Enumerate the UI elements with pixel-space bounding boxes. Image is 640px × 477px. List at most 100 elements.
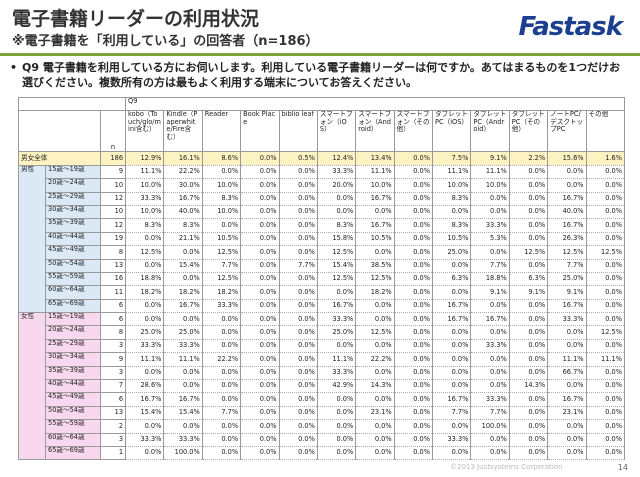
cell: 0.0% <box>240 231 280 247</box>
cell: 25.0% <box>163 325 203 340</box>
copyright: ©2013 Justsystems Corporation <box>450 463 563 471</box>
n-label: n <box>99 110 127 153</box>
cell: 0.0% <box>432 338 472 354</box>
cell: 0.0% <box>316 405 357 421</box>
cell: 16.7% <box>470 312 510 327</box>
cell: 0.0% <box>278 191 318 206</box>
cell: 0.0% <box>240 445 280 461</box>
row-label: 男女全体 <box>18 151 101 166</box>
age-label: 65歳〜69歳 <box>45 445 101 461</box>
n-cell: 3 <box>99 432 127 447</box>
cell: 0.0% <box>125 419 165 434</box>
data-row: 20歳〜24歳 8 25.0% 25.0% 0.0% 0.0% 0.0% 25.0% 12.5%… <box>19 325 626 340</box>
cell: 28.6% <box>125 379 165 394</box>
cell: 33.3% <box>316 164 357 180</box>
cell: 16.7% <box>163 191 203 206</box>
header-blank <box>17 96 127 112</box>
cell: 0.0% <box>240 178 280 193</box>
cell: 0.0% <box>393 258 434 273</box>
cell: 0.0% <box>240 365 280 381</box>
cell: 0.0% <box>355 245 395 260</box>
cell: 0.0% <box>278 218 318 233</box>
cell: 0.0% <box>278 392 318 407</box>
cell: 25.0% <box>432 245 472 260</box>
cell: 0.0% <box>201 445 242 461</box>
cell: 7.7% <box>278 258 318 273</box>
cell: 8.3% <box>201 191 242 206</box>
cell: 0.0% <box>585 405 626 421</box>
data-row: 60歳〜64歳 3 33.3% 33.3% 0.0% 0.0% 0.0% 0.0% 0.0% 0.… <box>19 432 626 447</box>
cell: 0.0% <box>547 178 587 193</box>
cell: 8.3% <box>125 218 165 233</box>
cell: 0.0% <box>278 419 318 434</box>
cell: 0.0% <box>355 445 395 461</box>
n-cell: 10 <box>99 204 127 220</box>
cell: 0.0% <box>585 271 626 287</box>
cell: 30.0% <box>163 178 203 193</box>
n-cell: 2 <box>99 419 127 434</box>
cell: 22.2% <box>355 352 395 367</box>
cell: 7.5% <box>432 151 472 166</box>
cell: 0.0% <box>393 231 434 247</box>
cell: 16.7% <box>547 218 587 233</box>
cell: 66.7% <box>547 365 587 381</box>
cell: 0.0% <box>201 379 242 394</box>
cell: 0.0% <box>393 379 434 394</box>
cell: 23.1% <box>547 405 587 421</box>
cell: 0.0% <box>278 298 318 314</box>
cell: 0.0% <box>355 204 395 220</box>
cell: 0.0% <box>585 312 626 327</box>
cell: 0.0% <box>278 325 318 340</box>
cell: 0.0% <box>508 231 549 247</box>
n-cell: 7 <box>99 379 127 394</box>
cell: 0.0% <box>163 312 203 327</box>
cell: 12.5% <box>201 245 242 260</box>
cell: 11.1% <box>432 164 472 180</box>
cell: 0.0% <box>240 325 280 340</box>
age-label: 35歳〜39歳 <box>45 218 101 233</box>
cell: 0.0% <box>316 432 357 447</box>
cell: 0.0% <box>316 191 357 206</box>
cell: 0.0% <box>393 432 434 447</box>
cell: 0.0% <box>240 432 280 447</box>
data-row: 50歳〜54歳 13 0.0% 15.4% 7.7% 0.0% 7.7% 15.4% 38.5%… <box>19 258 626 273</box>
cell: 16.7% <box>163 298 203 314</box>
cell: 16.1% <box>163 151 203 166</box>
cell: 0.0% <box>278 365 318 381</box>
cell: 11.1% <box>125 164 165 180</box>
cell: 0.0% <box>432 258 472 273</box>
cell: 0.0% <box>470 379 510 394</box>
column-header: その他 <box>585 110 626 153</box>
n-cell: 9 <box>99 164 127 180</box>
cell: 0.0% <box>393 271 434 287</box>
cell: 7.7% <box>470 405 510 421</box>
cell: 0.0% <box>393 298 434 314</box>
cell: 16.7% <box>355 218 395 233</box>
column-header: タブレットPC（iOS） <box>432 110 472 153</box>
data-row: 35歳〜39歳 12 8.3% 8.3% 0.0% 0.0% 0.0% 8.3% 16.7% 0.… <box>19 218 626 233</box>
column-header: スマートフォン（iOS） <box>316 110 357 153</box>
cell: 0.0% <box>393 245 434 260</box>
cell: 0.5% <box>278 151 318 166</box>
cell: 12.5% <box>547 245 587 260</box>
n-cell: 13 <box>99 258 127 273</box>
age-label: 40歳〜44歳 <box>45 231 101 247</box>
cell: 11.1% <box>125 352 165 367</box>
data-row: 40歳〜44歳 7 28.6% 0.0% 0.0% 0.0% 0.0% 42.9% 14.3% 0… <box>19 379 626 394</box>
cell: 18.2% <box>355 285 395 300</box>
cell: 0.0% <box>355 419 395 434</box>
cell: 0.0% <box>316 445 357 461</box>
cell: 0.0% <box>470 365 510 381</box>
cell: 15.6% <box>547 151 587 166</box>
cell: 0.0% <box>432 204 472 220</box>
cell: 0.0% <box>585 338 626 354</box>
age-label: 60歳〜64歳 <box>45 432 101 447</box>
cell: 0.0% <box>547 419 587 434</box>
cell: 12.5% <box>355 271 395 287</box>
cell: 11.1% <box>470 164 510 180</box>
cell: 12.9% <box>125 151 165 166</box>
cell: 0.0% <box>585 258 626 273</box>
cell: 0.0% <box>201 312 242 327</box>
cell: 12.5% <box>585 325 626 340</box>
cell: 33.3% <box>470 218 510 233</box>
